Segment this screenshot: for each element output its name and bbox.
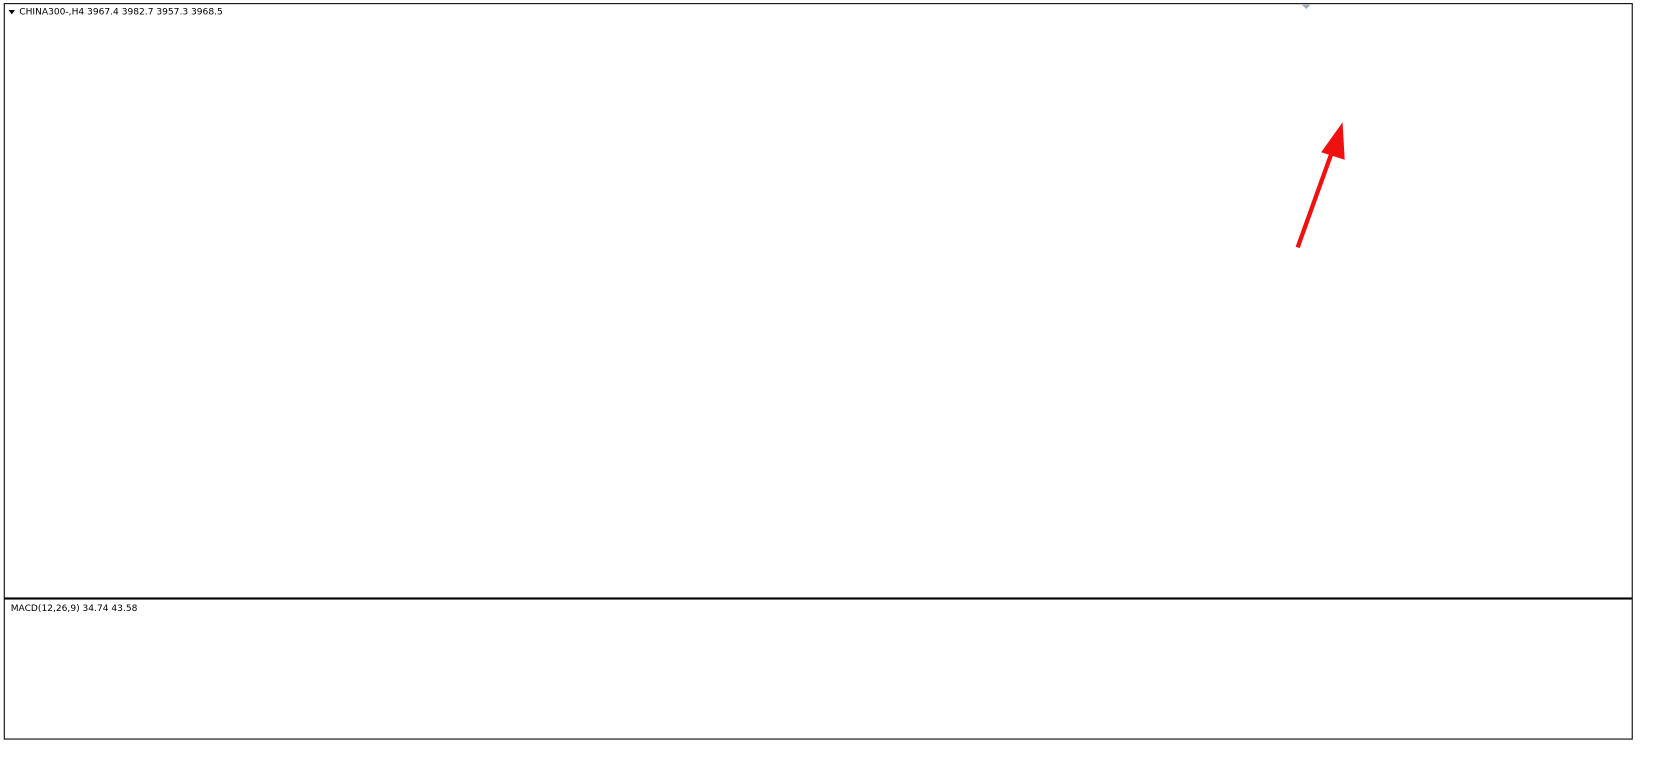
arrow-head (1321, 122, 1345, 160)
chart-title: CHINA300-,H4 3967.4 3982.7 3957.3 3968.5 (19, 8, 223, 18)
price-pane-frame (3, 3, 1633, 599)
annotation-arrow (1295, 122, 1345, 249)
arrow-shaft (1295, 151, 1334, 249)
macd-title: MACD(12,26,9) 34.74 43.58 (11, 604, 138, 614)
menu-triangle[interactable] (8, 10, 15, 15)
scroll-marker (1301, 4, 1311, 9)
macd-pane-frame (3, 598, 1633, 740)
